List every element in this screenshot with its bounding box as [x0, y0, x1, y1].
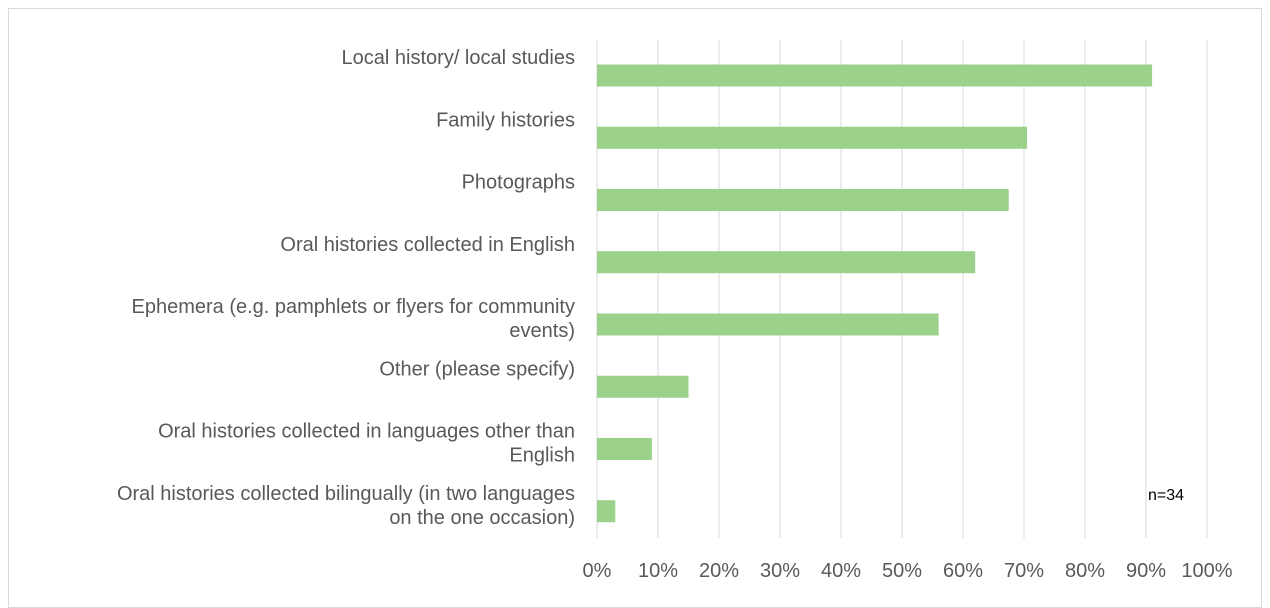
category-label-line: Oral histories collected in languages ot…: [158, 421, 575, 443]
category-label-line: Local history/ local studies: [342, 47, 575, 69]
x-tick-label: 100%: [1181, 560, 1232, 582]
x-tick-label: 40%: [821, 560, 861, 582]
category-label: Local history/ local studies: [342, 47, 575, 69]
category-label-line: Oral histories collected bilingually (in…: [117, 483, 575, 505]
x-tick-label: 90%: [1126, 560, 1166, 582]
x-tick-labels: 0% 10% 20% 30% 40% 50% 60% 70% 80% 90% 100%: [583, 560, 1233, 582]
x-tick-label: 80%: [1065, 560, 1105, 582]
category-label: Oral histories collected in English: [280, 234, 575, 256]
category-label-line: events): [509, 320, 575, 342]
category-label: Ephemera (e.g. pamphlets or flyers for c…: [131, 296, 575, 342]
x-tick-label: 20%: [699, 560, 739, 582]
bar: [597, 126, 1028, 149]
bar: [597, 188, 1009, 211]
bar: [597, 251, 976, 274]
x-tick-label: 30%: [760, 560, 800, 582]
bar: [597, 500, 616, 523]
bars: [597, 64, 1153, 523]
category-label-line: Other (please specify): [379, 358, 575, 380]
x-tick-label: 0%: [583, 560, 612, 582]
x-tick-label: 70%: [1004, 560, 1044, 582]
chart-frame: [8, 8, 1262, 608]
category-label-line: English: [509, 445, 575, 467]
category-label-line: Ephemera (e.g. pamphlets or flyers for c…: [131, 296, 575, 318]
category-label: Other (please specify): [379, 358, 575, 380]
x-tick-label: 60%: [943, 560, 983, 582]
category-label: Oral histories collected in languages ot…: [158, 421, 575, 467]
bar: [597, 375, 689, 398]
category-label-line: Photographs: [462, 172, 575, 194]
sample-size-annotation: n=34: [1148, 487, 1184, 504]
bar: [597, 437, 652, 460]
gridlines: [596, 40, 1208, 538]
category-labels: Local history/ local studies Family histo…: [117, 47, 575, 529]
bar: [597, 313, 939, 336]
category-label-line: Oral histories collected in English: [280, 234, 575, 256]
category-label: Photographs: [462, 172, 575, 194]
category-label: Family histories: [436, 109, 575, 131]
x-tick-label: 10%: [638, 560, 678, 582]
category-label-line: on the one occasion): [389, 507, 575, 529]
category-label-line: Family histories: [436, 109, 575, 131]
category-label: Oral histories collected bilingually (in…: [117, 483, 575, 529]
bar-chart: Local history/ local studies Family histo…: [117, 40, 1233, 582]
x-tick-label: 50%: [882, 560, 922, 582]
bar: [597, 64, 1153, 87]
